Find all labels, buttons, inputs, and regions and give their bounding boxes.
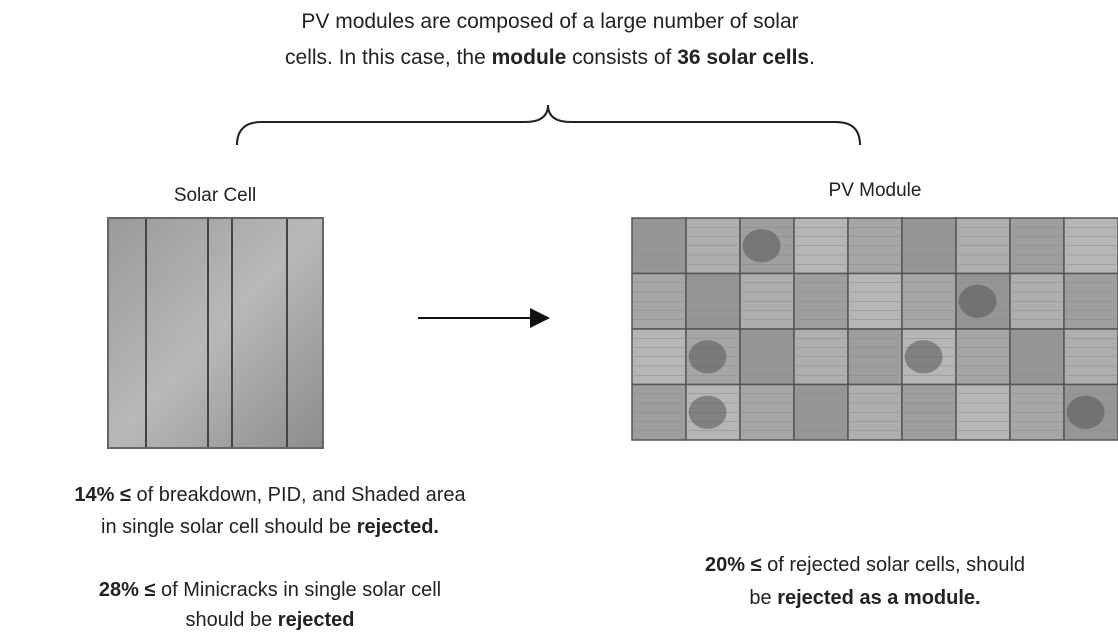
header-line: PV modules are composed of a large numbe… bbox=[301, 10, 799, 33]
cell-rule: in single solar cell should be rejected. bbox=[101, 516, 439, 538]
module-cell bbox=[1066, 395, 1105, 429]
module-cell bbox=[688, 340, 727, 374]
header-line: cells. In this case, the module consists… bbox=[285, 46, 815, 69]
cell-rule: 14% ≤ of breakdown, PID, and Shaded area bbox=[74, 484, 466, 506]
module-label: PV Module bbox=[828, 180, 922, 201]
module-rule: be rejected as a module. bbox=[749, 587, 981, 609]
cell-rule: should be rejected bbox=[185, 609, 355, 631]
module-cell bbox=[742, 229, 781, 263]
solar-cell-image bbox=[107, 217, 324, 449]
module-cell bbox=[904, 340, 943, 374]
cell-rule: 28% ≤ of Minicracks in single solar cell bbox=[98, 579, 442, 601]
module-cell bbox=[958, 284, 997, 318]
pv-module-image bbox=[631, 217, 1118, 441]
brace bbox=[236, 104, 861, 146]
module-rule: 20% ≤ of rejected solar cells, should bbox=[704, 554, 1026, 576]
cell-label: Solar Cell bbox=[173, 185, 257, 206]
module-cell bbox=[688, 395, 727, 429]
